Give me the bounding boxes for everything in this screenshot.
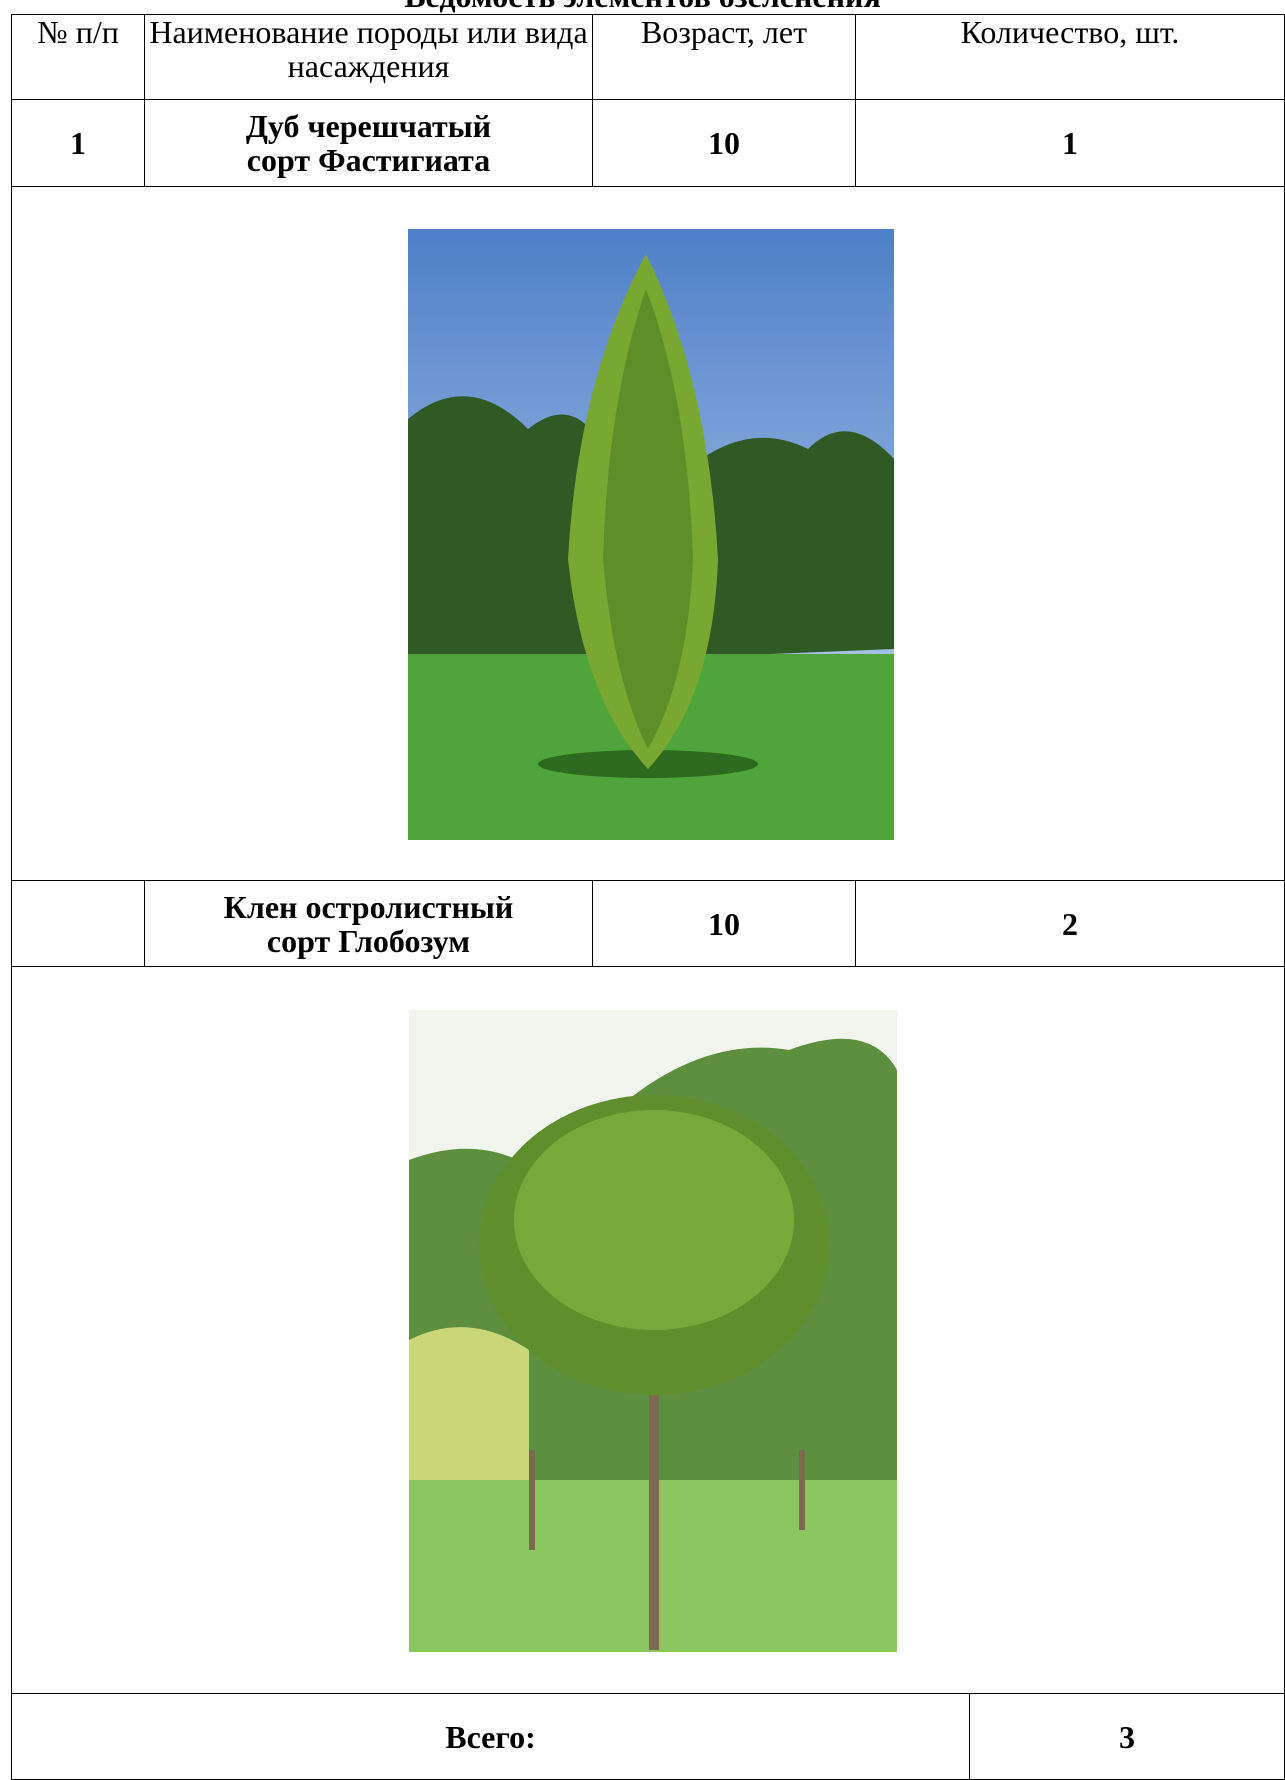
photo-oak [408,229,894,840]
name-line: Клен остролистный [223,888,514,925]
title: Ведомость элементов озеленения [0,0,1285,15]
cell-age: 10 [592,99,856,187]
total-value: 3 [969,1693,1285,1780]
header-cell: Возраст, лет [592,14,856,100]
cell-name: Дуб черешчатый сорт Фастигиата [144,99,593,187]
photo-maple [409,1010,897,1652]
header-cell: Наименование породы или вида насаждения [144,14,593,100]
cell-number [11,880,145,967]
cell-number: 1 [11,99,145,187]
total-label: Всего: [11,1693,970,1780]
cell-quantity: 2 [855,880,1285,967]
cell-age: 10 [592,880,856,967]
cell-name: Клен остролистный сорт Глобозум [144,880,593,967]
header-cell: Количество, шт. [855,14,1285,100]
cell-quantity: 1 [855,99,1285,187]
name-line: сорт Глобозум [266,922,471,959]
name-line: Дуб черешчатый [245,108,492,144]
name-line: сорт Фастигиата [246,142,491,178]
header-cell: № п/п [11,14,145,100]
